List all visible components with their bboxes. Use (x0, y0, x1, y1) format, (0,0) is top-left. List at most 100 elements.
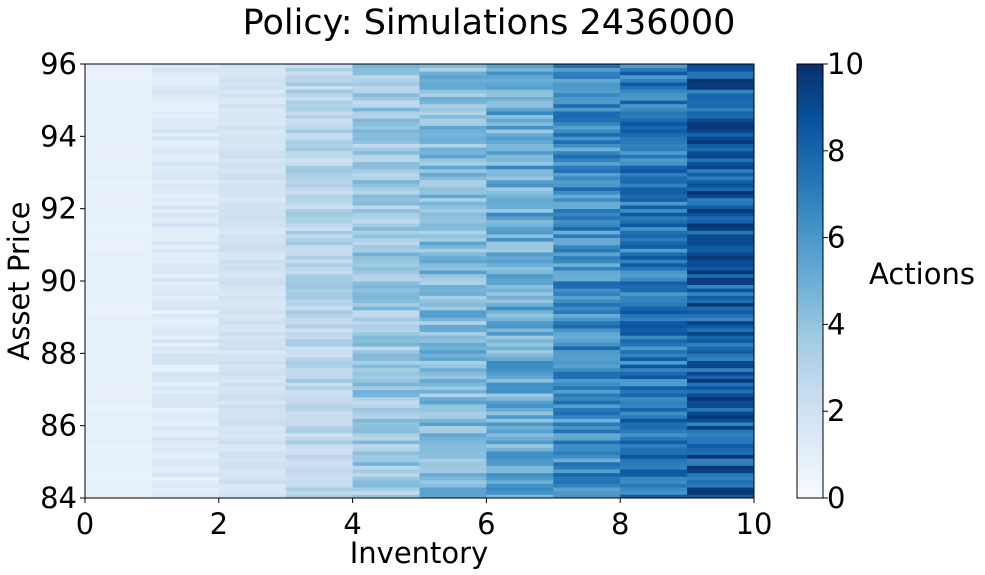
heatmap-cell (285, 342, 353, 347)
heatmap-cell (553, 465, 621, 470)
heatmap-cell (151, 313, 220, 318)
heatmap-cell (553, 461, 621, 466)
heatmap-cell (352, 353, 420, 358)
heatmap-cell (352, 403, 420, 408)
x-tick-label: 4 (343, 507, 361, 541)
heatmap-cell (352, 215, 420, 220)
heatmap-cell (486, 291, 554, 296)
heatmap-cell (620, 139, 688, 144)
heatmap-cell (218, 291, 287, 296)
heatmap-cell (352, 201, 420, 206)
heatmap-cell (151, 288, 220, 293)
heatmap-cell (687, 172, 755, 177)
heatmap-cell (620, 154, 688, 159)
heatmap-cell (352, 454, 420, 459)
heatmap-cell (151, 306, 220, 311)
heatmap-cell (486, 259, 554, 264)
heatmap-cell (553, 382, 621, 387)
heatmap-cell (553, 360, 621, 365)
heatmap-cell (553, 125, 621, 130)
heatmap-cell (687, 233, 755, 238)
heatmap-cell (151, 378, 220, 383)
heatmap-cell (151, 385, 220, 390)
heatmap-cell (419, 476, 487, 481)
heatmap-cell (687, 440, 755, 445)
heatmap-cell (419, 223, 487, 228)
heatmap-cell (285, 346, 353, 351)
heatmap-cell (352, 299, 420, 304)
heatmap-cell (553, 100, 621, 105)
heatmap-cell (687, 349, 755, 354)
heatmap-cell (285, 252, 353, 257)
heatmap-cell (352, 367, 420, 372)
heatmap-cell (285, 266, 353, 271)
heatmap-cell (352, 96, 420, 101)
heatmap-cell (486, 490, 554, 495)
heatmap-cell (218, 186, 287, 191)
heatmap-cell (85, 64, 153, 69)
heatmap-cell (85, 237, 153, 242)
heatmap-cell (352, 469, 420, 474)
heatmap-cell (352, 306, 420, 311)
colorbar-label: Actions (869, 257, 975, 291)
colorbar-tick-label: 10 (827, 47, 864, 81)
heatmap-cell (620, 469, 688, 474)
heatmap-cell (419, 469, 487, 474)
heatmap-cell (151, 277, 220, 282)
heatmap-cell (687, 107, 755, 112)
heatmap-cell (553, 237, 621, 242)
heatmap-cell (151, 472, 220, 477)
heatmap-cell (285, 494, 353, 499)
heatmap-cell (419, 252, 487, 257)
heatmap-cell (218, 212, 287, 217)
heatmap-cell (419, 114, 487, 119)
heatmap-cell (85, 139, 153, 144)
heatmap-cell (151, 67, 220, 72)
heatmap-cell (352, 132, 420, 137)
heatmap-cell (620, 277, 688, 282)
heatmap-cell (486, 96, 554, 101)
heatmap-cell (419, 179, 487, 184)
heatmap-cell (620, 190, 688, 195)
heatmap-cell (151, 465, 220, 470)
heatmap-cell (151, 111, 220, 116)
heatmap-cell (352, 284, 420, 289)
heatmap-cell (620, 284, 688, 289)
heatmap-cell (553, 494, 621, 499)
heatmap-cell (486, 385, 554, 390)
heatmap-cell (151, 197, 220, 202)
heatmap-cell (285, 353, 353, 358)
heatmap-cell (419, 418, 487, 423)
heatmap-cell (687, 92, 755, 97)
heatmap-cell (486, 237, 554, 242)
heatmap-cell (352, 346, 420, 351)
heatmap-cell (486, 284, 554, 289)
heatmap-cell (218, 309, 287, 314)
heatmap-cell (419, 407, 487, 412)
heatmap-cell (151, 107, 220, 112)
heatmap-cell (687, 147, 755, 152)
heatmap-cell (285, 349, 353, 354)
heatmap-cell (419, 432, 487, 437)
heatmap-cell (352, 208, 420, 213)
heatmap-cell (419, 346, 487, 351)
heatmap-cell (285, 281, 353, 286)
heatmap-cell (151, 252, 220, 257)
heatmap-cell (352, 205, 420, 210)
heatmap-cell (352, 458, 420, 463)
heatmap-cell (352, 85, 420, 90)
heatmap-cell (85, 418, 153, 423)
heatmap-cell (151, 201, 220, 206)
heatmap-cell (620, 335, 688, 340)
heatmap-cell (85, 346, 153, 351)
heatmap-cell (218, 136, 287, 141)
heatmap-cell (553, 89, 621, 94)
heatmap-cell (553, 259, 621, 264)
heatmap-cell (85, 429, 153, 434)
heatmap-cell (687, 447, 755, 452)
heatmap-cell (218, 418, 287, 423)
heatmap-cell (218, 479, 287, 484)
heatmap-cell (151, 360, 220, 365)
heatmap-cell (218, 284, 287, 289)
heatmap-cell (218, 92, 287, 97)
